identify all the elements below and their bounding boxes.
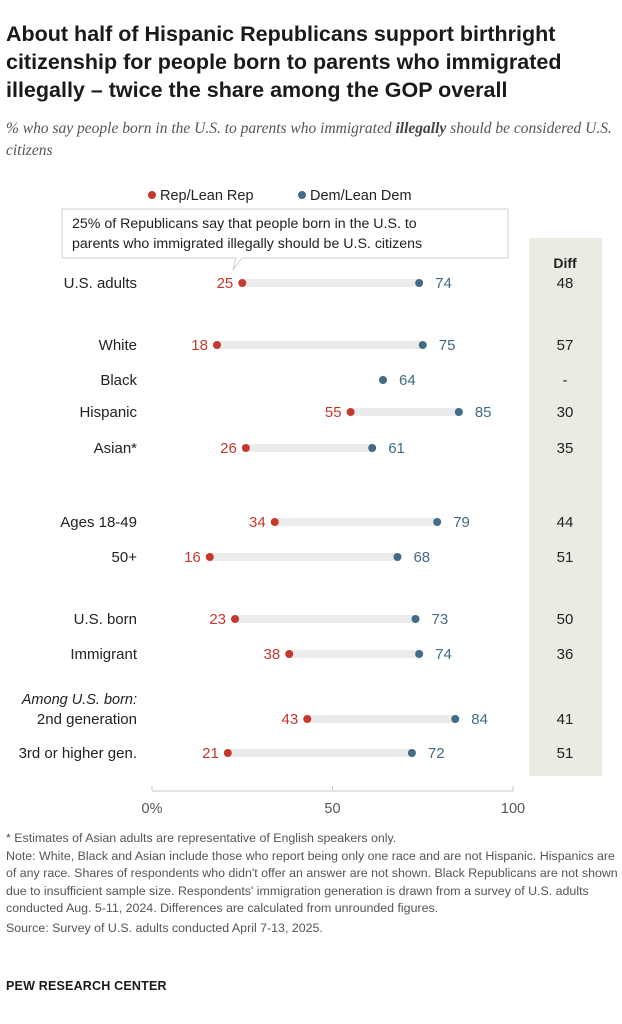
dem-value-ages-18-49: 79 (453, 514, 470, 531)
dot-plot-chart: Diff Rep/Lean Rep Dem/Lean Dem 25% of Repub… (19, 188, 602, 817)
asterisk-note: * Estimates of Asian adults are represen… (6, 831, 397, 845)
rep-dot-asian (241, 444, 250, 452)
diff-value-2nd-generation: 41 (557, 711, 574, 728)
row-label-2nd-generation: 2nd generation (37, 711, 137, 728)
chart-title: About half of Hispanic Republicans suppo… (6, 22, 562, 102)
diff-value-3rd-or-higher-gen: 51 (557, 745, 574, 762)
dem-value-u-s-adults: 74 (435, 275, 452, 292)
dem-dot-2nd-generation (451, 715, 460, 723)
row-label-hispanic: Hispanic (79, 404, 137, 421)
range-bar-2nd-generation (307, 715, 456, 723)
group-label-among-us-born: Among U.S. born: (21, 692, 137, 708)
rep-dot-u-s-adults (238, 279, 247, 287)
dem-dot-hispanic (454, 408, 463, 416)
diff-value-immigrant: 36 (557, 646, 574, 663)
dem-dot-u-s-adults (415, 279, 424, 287)
dem-dot-u-s-born (411, 615, 420, 623)
dem-value-white: 75 (439, 337, 456, 354)
source-note: Source: Survey of U.S. adults conducted … (6, 920, 323, 935)
rep-dot-white (212, 341, 221, 349)
legend-dem-label: Dem/Lean Dem (310, 188, 412, 204)
rep-value-asian: 26 (220, 440, 237, 457)
rep-dot-ages-18-49 (270, 518, 279, 526)
rep-dot-3rd-or-higher-gen (223, 749, 232, 757)
diff-value-ages-18-49: 44 (557, 514, 574, 531)
row-label-asian: Asian* (94, 440, 138, 457)
row-label-black: Black (100, 372, 137, 389)
dem-dot-black (379, 376, 388, 384)
rep-dot-2nd-generation (303, 715, 312, 723)
dem-value-3rd-or-higher-gen: 72 (428, 745, 445, 762)
rep-value-white: 18 (191, 337, 208, 354)
rep-value-3rd-or-higher-gen: 21 (202, 745, 219, 762)
diff-value-hispanic: 30 (557, 404, 574, 421)
diff-value-white: 57 (557, 337, 574, 354)
annotation-callout-box (61, 208, 509, 271)
x-axis-tick-label-50: 50 (324, 801, 340, 817)
subtitle-emphasis: illegally (395, 120, 447, 137)
range-bar-hispanic (350, 408, 459, 416)
rep-value-ages-18-49: 34 (249, 514, 266, 531)
row-label-white: White (99, 337, 137, 354)
range-bar-u-s-born (235, 615, 416, 623)
range-bar-3rd-or-higher-gen (227, 749, 412, 757)
dem-dot-white (418, 341, 427, 349)
row-label-50: 50+ (112, 549, 138, 566)
dem-dot-50 (393, 553, 402, 561)
rep-dot-50 (205, 553, 214, 561)
dem-value-2nd-generation: 84 (471, 711, 488, 728)
rep-value-u-s-born: 23 (209, 611, 226, 628)
range-bar-asian (245, 444, 373, 452)
dem-dot-3rd-or-higher-gen (407, 749, 416, 757)
dem-value-u-s-born: 73 (432, 611, 449, 628)
diff-value-u-s-born: 50 (557, 611, 574, 628)
chart-subtitle: % who say people born in the U.S. to par… (6, 118, 616, 162)
diff-header: Diff (553, 255, 577, 271)
diff-column-background (529, 238, 602, 776)
subtitle-text-start: % who say people born in the U.S. to par… (6, 120, 396, 137)
range-bar-u-s-adults (242, 279, 420, 287)
range-bar-white (216, 341, 423, 349)
diff-value-black: - (563, 372, 568, 389)
rep-dot-hispanic (346, 408, 355, 416)
x-axis-tick-label-0: 0% (142, 801, 163, 817)
diff-value-50: 51 (557, 549, 574, 566)
legend-rep-marker (148, 191, 156, 199)
rep-value-hispanic: 55 (325, 404, 342, 421)
methodology-note: Note: White, Black and Asian include tho… (6, 848, 618, 916)
rep-value-u-s-adults: 25 (217, 275, 234, 292)
legend-rep-label: Rep/Lean Rep (160, 188, 254, 204)
annotation-line-1: 25% of Republicans say that people born … (72, 216, 417, 232)
diff-value-u-s-adults: 48 (557, 275, 574, 292)
rep-dot-immigrant (285, 650, 294, 658)
chart-notes: * Estimates of Asian adults are represen… (6, 830, 618, 938)
range-bar-immigrant (289, 650, 420, 658)
range-bar-50 (209, 553, 398, 561)
row-label-u-s-born: U.S. born (74, 611, 137, 628)
subtitle-text-end: should be considered U.S. citizens (6, 120, 612, 159)
dem-value-hispanic: 85 (475, 404, 492, 421)
dem-value-asian: 61 (388, 440, 405, 457)
row-label-ages-18-49: Ages 18-49 (60, 514, 137, 531)
legend-dem-marker (298, 191, 306, 199)
rep-value-immigrant: 38 (263, 646, 280, 663)
annotation-line-2: parents who immigrated illegally should … (72, 236, 422, 252)
rep-value-2nd-generation: 43 (282, 711, 299, 728)
dem-value-50: 68 (413, 549, 430, 566)
dem-dot-asian (368, 444, 377, 452)
range-bar-ages-18-49 (274, 518, 438, 526)
rep-value-50: 16 (184, 549, 201, 566)
dem-value-immigrant: 74 (435, 646, 452, 663)
x-axis-tick-label-100: 100 (501, 801, 525, 817)
dem-dot-immigrant (415, 650, 424, 658)
dem-dot-ages-18-49 (433, 518, 442, 526)
row-label-3rd-or-higher-gen: 3rd or higher gen. (19, 745, 137, 762)
diff-value-asian: 35 (557, 440, 574, 457)
pew-logo-text: PEW RESEARCH CENTER (6, 979, 167, 993)
row-label-immigrant: Immigrant (70, 646, 138, 663)
dem-value-black: 64 (399, 372, 416, 389)
rep-dot-u-s-born (231, 615, 240, 623)
row-label-u-s-adults: U.S. adults (64, 275, 137, 292)
